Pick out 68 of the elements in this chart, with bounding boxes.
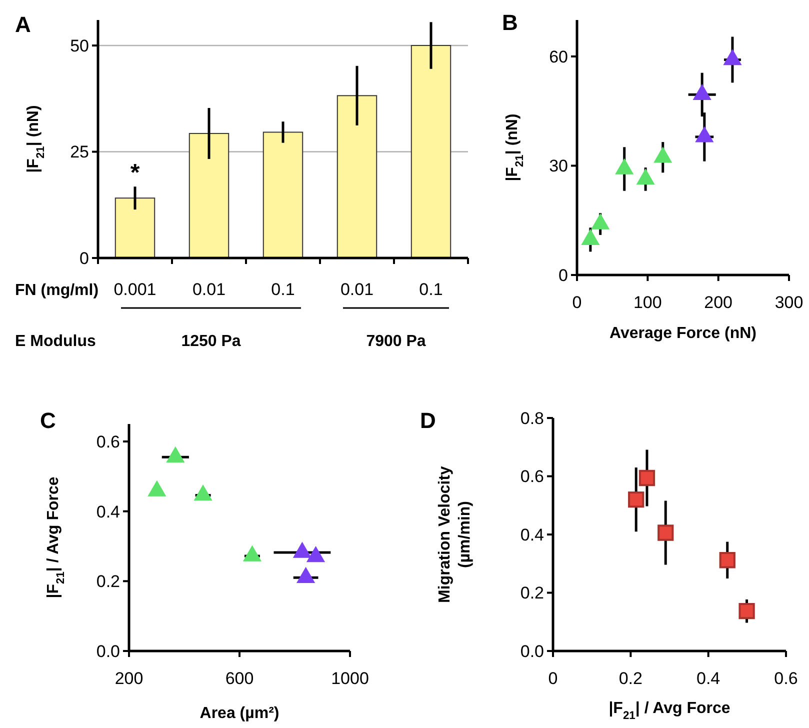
x-axis-title: FN (mg/ml) <box>15 282 99 299</box>
x-tick-label: 0.1 <box>271 280 295 299</box>
point <box>658 524 674 541</box>
y-tick-label: 60 <box>549 47 568 66</box>
point <box>723 48 742 66</box>
y-tick-label: 50 <box>70 36 89 56</box>
point <box>581 228 600 246</box>
x-tick-label: 100 <box>633 293 662 312</box>
bar <box>336 95 378 258</box>
bar <box>262 132 304 258</box>
x-tick-label: 200 <box>114 669 144 688</box>
y-tick-label: 25 <box>70 142 89 162</box>
y-tick-label: 0 <box>80 248 89 268</box>
text: 1250 Pa <box>181 333 241 350</box>
y-tick-label: 0.4 <box>520 525 544 544</box>
x-tick-label: 0.01 <box>192 280 226 299</box>
x-tick-label: 0.01 <box>340 280 374 299</box>
x-tick-label: 200 <box>704 293 733 312</box>
point <box>242 545 262 562</box>
point <box>306 546 326 562</box>
y-tick-label: 30 <box>549 156 568 176</box>
x-tick-label: 1000 <box>331 669 369 688</box>
chart-title: D <box>420 408 436 433</box>
y-tick-label: 0.6 <box>96 432 120 452</box>
point <box>654 146 672 163</box>
y-tick-label: 0.2 <box>96 572 120 592</box>
bar <box>410 45 452 258</box>
point <box>719 552 736 568</box>
point <box>692 84 712 100</box>
point <box>636 168 655 185</box>
chart-title: B <box>502 10 518 35</box>
x-tick-label: 300 <box>774 293 804 312</box>
point <box>615 158 634 174</box>
y-tick-label: 0 <box>558 266 568 285</box>
y-tick-label: 0.8 <box>520 408 544 428</box>
point <box>738 603 755 620</box>
text: E Modulus <box>15 333 96 350</box>
x-axis-title: Area (µm²) <box>200 705 280 722</box>
x-tick-label: 600 <box>225 669 254 688</box>
chart-title: C <box>40 408 56 433</box>
x-axis-title: Average Force (nN) <box>610 325 756 342</box>
point <box>591 213 610 230</box>
point <box>148 480 166 496</box>
point <box>628 491 644 508</box>
text: 7900 Pa <box>366 333 426 350</box>
y-tick-label: 0.4 <box>96 502 120 522</box>
bar <box>188 132 230 258</box>
chart-title: A <box>15 12 31 37</box>
y-tick-label: 0.0 <box>520 642 544 661</box>
y-tick-label: 0.2 <box>520 584 544 603</box>
y-tick-label: 0.0 <box>96 642 120 661</box>
x-axis-title: |F$_{21}$| / Avg Force <box>608 700 730 722</box>
point <box>296 566 316 584</box>
point <box>194 484 212 501</box>
x-tick-label: 0.4 <box>696 669 720 688</box>
bar <box>114 198 156 258</box>
x-tick-label: 0.001 <box>114 280 156 299</box>
x-tick-label: 0.2 <box>618 669 642 688</box>
y-tick-label: 0.6 <box>520 467 544 486</box>
point <box>166 446 185 463</box>
y-axis-title: Migration Velocity (µm/min) <box>436 466 474 603</box>
x-tick-label: 0.1 <box>419 280 443 299</box>
x-tick-label: 0.6 <box>774 669 798 688</box>
x-tick-label: 0 <box>572 293 582 312</box>
annotation: * <box>130 160 140 187</box>
point <box>292 542 312 558</box>
point <box>638 470 656 486</box>
point <box>695 126 714 142</box>
